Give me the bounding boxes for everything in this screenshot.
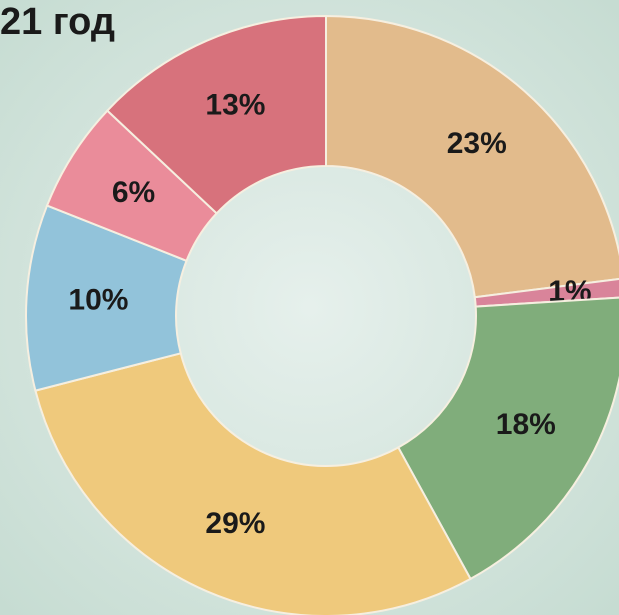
data-label: 18% [496,408,556,441]
data-label: 6% [112,176,155,209]
donut-segment [325,14,619,299]
data-label: 29% [205,507,265,540]
donut-segment [396,296,619,581]
donut-segment [34,352,472,615]
data-label: 23% [447,127,507,160]
data-label: 13% [205,89,265,122]
chart-title: 21 год [0,1,115,43]
donut-segment [105,14,327,215]
data-label: 10% [68,284,128,317]
